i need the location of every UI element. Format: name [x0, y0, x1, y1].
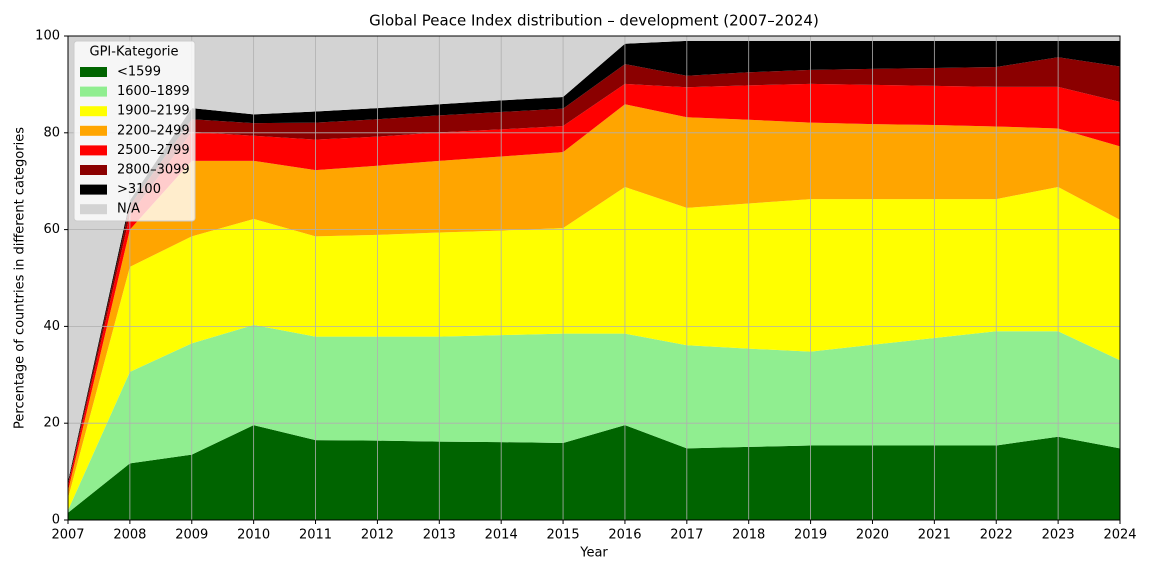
x-tick-label: 2017	[670, 528, 703, 543]
y-tick-label: 100	[35, 29, 60, 44]
legend-label: 2800–3099	[117, 163, 190, 178]
legend-swatch	[80, 184, 107, 195]
area	[68, 425, 1120, 520]
x-tick-label: 2022	[980, 528, 1013, 543]
area	[68, 187, 1120, 511]
x-tick-label: 2012	[361, 528, 394, 543]
legend: GPI-Kategorie <1599 1600–1899 1900–2199 220…	[73, 40, 196, 222]
x-tick-label: 2023	[1042, 528, 1075, 543]
plot-frame	[67, 35, 1121, 521]
y-tick-label: 80	[43, 125, 60, 140]
legend-label: 2500–2799	[117, 143, 190, 158]
x-tick-label: 2020	[856, 528, 889, 543]
x-tick-label: 2021	[918, 528, 951, 543]
legend-label: 1600–1899	[117, 84, 190, 99]
x-tick-label: 2010	[237, 528, 270, 543]
x-tick-label: 2013	[423, 528, 456, 543]
area	[68, 324, 1120, 513]
legend-swatch	[80, 165, 107, 175]
x-tick-label: 2008	[113, 528, 146, 543]
y-tick-label: 40	[43, 319, 60, 334]
legend-swatch	[80, 204, 107, 215]
x-tick-label: 2019	[794, 528, 827, 543]
chart-title: Global Peace Index distribution – develo…	[369, 12, 819, 30]
legend-label: 2200–2499	[117, 123, 190, 138]
y-tick-label: 60	[43, 222, 60, 237]
legend-swatch	[80, 67, 107, 77]
areas	[68, 36, 1120, 520]
y-tick-label: 20	[43, 416, 60, 431]
x-tick-label: 2007	[51, 528, 84, 543]
x-tick-label: 2015	[547, 528, 580, 543]
x-tick-label: 2009	[175, 528, 208, 543]
x-tick-label: 2011	[299, 528, 332, 543]
x-tick-label: 2018	[732, 528, 765, 543]
area	[68, 83, 1120, 491]
y-axis-label: Percentage of countries in different cat…	[13, 127, 28, 429]
x-tick-label: 2016	[608, 528, 641, 543]
x-axis-label: Year	[579, 546, 608, 561]
y-tick-label: 0	[52, 513, 60, 528]
legend-swatch	[80, 86, 107, 97]
legend-swatch	[80, 145, 107, 156]
area	[68, 104, 1120, 499]
legend-title: GPI-Kategorie	[90, 45, 179, 60]
legend-label: 1900–2199	[117, 104, 190, 119]
legend-label: <1599	[117, 65, 161, 80]
legend-label: N/A	[117, 202, 140, 217]
x-tick-label: 2014	[485, 528, 518, 543]
legend-box	[73, 40, 196, 222]
x-tick-label: 2024	[1103, 528, 1136, 543]
legend-label: >3100	[117, 182, 161, 197]
legend-swatch	[80, 106, 107, 117]
legend-swatch	[80, 125, 107, 136]
